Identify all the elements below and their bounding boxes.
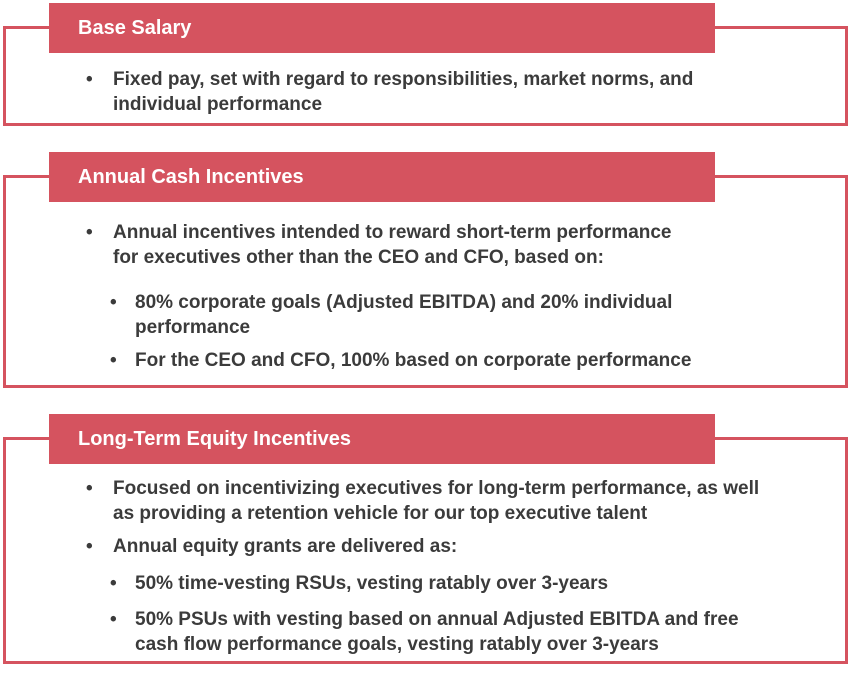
bullet-dot-icon: •	[110, 292, 117, 313]
bullet-item: • Annual equity grants are delivered as:…	[86, 534, 815, 657]
bullet-item: • Focused on incentivizing executives fo…	[86, 476, 815, 526]
bullet-list: • Annual incentives intended to reward s…	[6, 220, 815, 373]
sub-bullet-list: • 80% corporate goals (Adjusted EBITDA) …	[110, 290, 815, 373]
bullet-dot-icon: •	[86, 478, 93, 499]
bullet-dot-icon: •	[86, 222, 93, 243]
bullet-item: • Fixed pay, set with regard to responsi…	[86, 67, 815, 117]
section-title: Annual Cash Incentives	[78, 165, 304, 188]
bullet-dot-icon: •	[86, 69, 93, 90]
sub-bullet-text: 50% PSUs with vesting based on annual Ad…	[135, 609, 739, 655]
section-title: Long-Term Equity Incentives	[78, 427, 351, 450]
sub-bullet-text: 50% time-vesting RSUs, vesting ratably o…	[135, 573, 609, 594]
sub-bullet-item: • 80% corporate goals (Adjusted EBITDA) …	[110, 290, 815, 340]
section-base-salary: Base Salary • Fixed pay, set with regard…	[0, 3, 853, 126]
bullet-dot-icon: •	[86, 536, 93, 557]
bullet-text: Fixed pay, set with regard to responsibi…	[113, 69, 694, 115]
compensation-elements-diagram: Base Salary • Fixed pay, set with regard…	[0, 3, 853, 664]
bullet-list: • Fixed pay, set with regard to responsi…	[6, 67, 815, 117]
section-header-annual-cash-incentives: Annual Cash Incentives	[49, 152, 715, 202]
section-title: Base Salary	[78, 16, 192, 39]
section-box-annual-cash-incentives: • Annual incentives intended to reward s…	[3, 175, 848, 388]
section-box-long-term-equity-incentives: • Focused on incentivizing executives fo…	[3, 437, 848, 664]
sub-bullet-text: 80% corporate goals (Adjusted EBITDA) an…	[135, 292, 673, 338]
section-box-base-salary: • Fixed pay, set with regard to responsi…	[3, 26, 848, 126]
bullet-text: Annual equity grants are delivered as:	[113, 536, 458, 557]
bullet-item: • Annual incentives intended to reward s…	[86, 220, 815, 373]
sub-bullet-list: • 50% time-vesting RSUs, vesting ratably…	[110, 571, 815, 657]
section-annual-cash-incentives: Annual Cash Incentives • Annual incentiv…	[0, 152, 853, 388]
section-header-long-term-equity-incentives: Long-Term Equity Incentives	[49, 414, 715, 464]
bullet-list: • Focused on incentivizing executives fo…	[6, 476, 815, 657]
bullet-text: Annual incentives intended to reward sho…	[113, 222, 672, 268]
bullet-dot-icon: •	[110, 573, 117, 594]
bullet-dot-icon: •	[110, 350, 117, 371]
sub-bullet-item: • 50% time-vesting RSUs, vesting ratably…	[110, 571, 815, 596]
section-long-term-equity-incentives: Long-Term Equity Incentives • Focused on…	[0, 414, 853, 664]
bullet-text: Focused on incentivizing executives for …	[113, 478, 760, 524]
sub-bullet-item: • For the CEO and CFO, 100% based on cor…	[110, 348, 815, 373]
section-header-base-salary: Base Salary	[49, 3, 715, 53]
sub-bullet-item: • 50% PSUs with vesting based on annual …	[110, 607, 815, 657]
bullet-dot-icon: •	[110, 609, 117, 630]
sub-bullet-text: For the CEO and CFO, 100% based on corpo…	[135, 350, 692, 371]
